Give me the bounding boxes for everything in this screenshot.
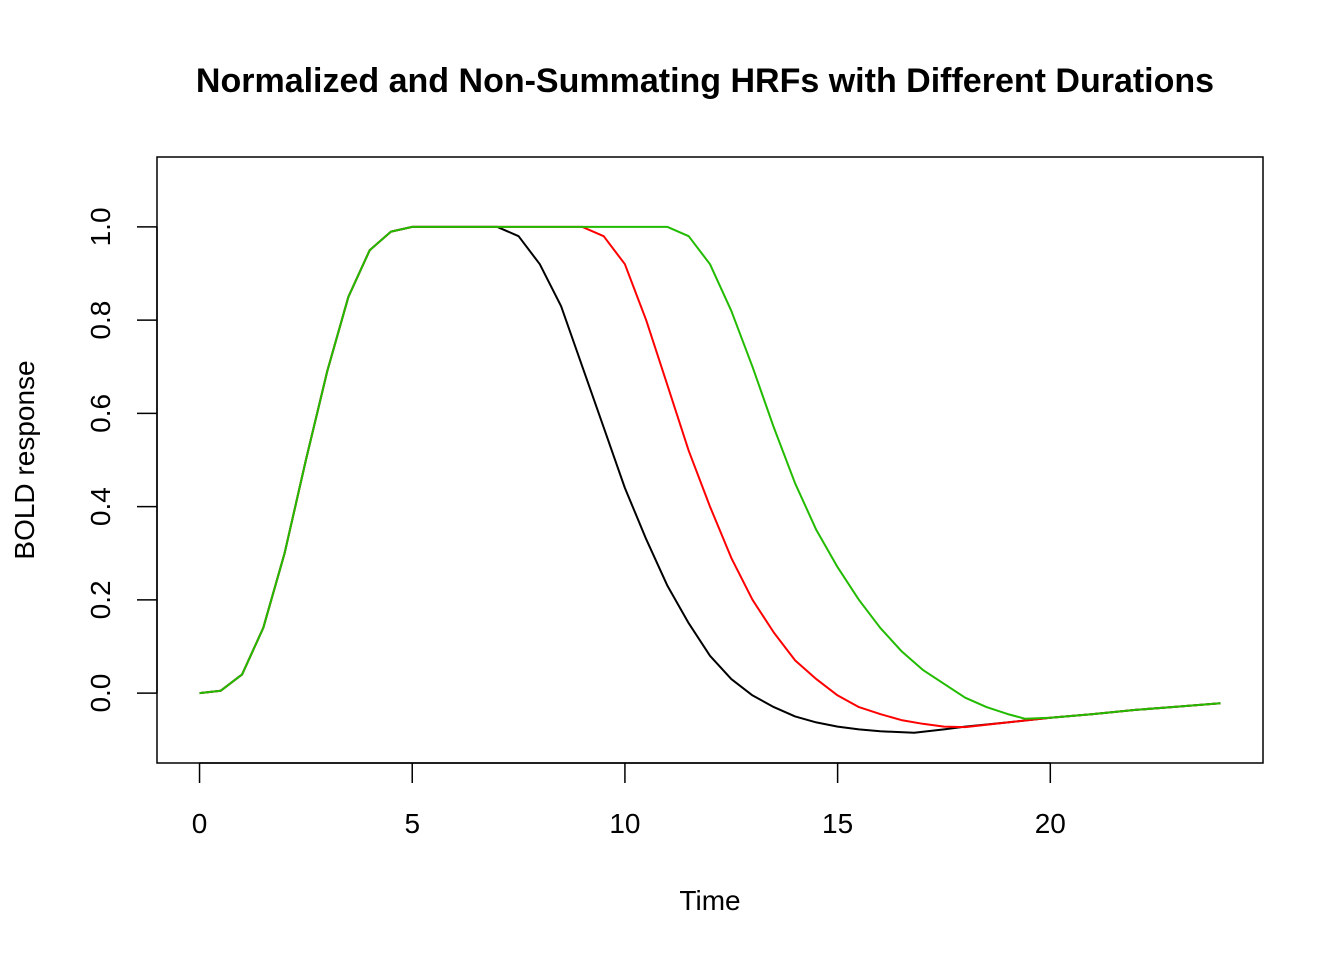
x-axis: 0 5 10 15 20 <box>192 762 1066 839</box>
y-tick-label: 0.6 <box>85 394 116 433</box>
plot-frame <box>156 156 1264 764</box>
y-axis-label: BOLD response <box>9 360 40 559</box>
y-tick-label: 1.0 <box>85 207 116 246</box>
x-tick-label: 0 <box>192 808 208 839</box>
x-tick-label: 5 <box>404 808 420 839</box>
y-tick-label: 0.8 <box>85 301 116 340</box>
y-axis: 0.0 0.2 0.4 0.6 0.8 1.0 <box>85 207 158 713</box>
x-tick-label: 10 <box>609 808 640 839</box>
x-tick-label: 15 <box>822 808 853 839</box>
series-line-3 <box>199 225 1221 720</box>
x-tick-label: 20 <box>1035 808 1066 839</box>
y-tick-label: 0.0 <box>85 674 116 713</box>
chart-title: Normalized and Non-Summating HRFs with D… <box>196 62 1214 100</box>
x-axis-label: Time <box>679 885 740 916</box>
y-tick-label: 0.2 <box>85 580 116 619</box>
y-tick-label: 0.4 <box>85 487 116 526</box>
series-line-1 <box>199 225 1221 734</box>
series-line-2 <box>199 225 1221 729</box>
series-layer <box>199 225 1221 734</box>
